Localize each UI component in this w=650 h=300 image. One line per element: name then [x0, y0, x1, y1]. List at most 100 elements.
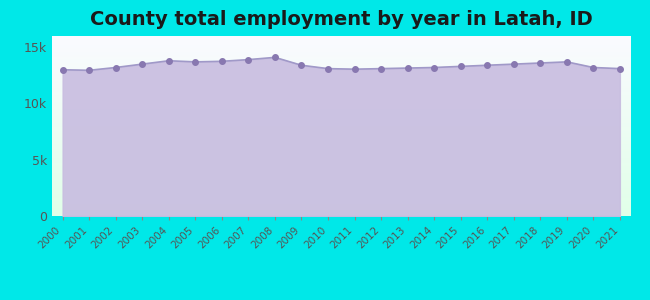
Bar — [52, 149, 630, 150]
Bar — [52, 184, 630, 185]
Bar — [52, 60, 630, 61]
Bar — [52, 55, 630, 56]
Bar — [52, 93, 630, 94]
Bar — [52, 192, 630, 193]
Bar — [52, 176, 630, 177]
Bar — [52, 137, 630, 138]
Bar — [52, 153, 630, 154]
Bar — [52, 43, 630, 44]
Bar — [52, 123, 630, 124]
Bar — [52, 178, 630, 179]
Bar — [52, 59, 630, 60]
Bar — [52, 86, 630, 87]
Bar — [52, 119, 630, 120]
Bar — [52, 92, 630, 93]
Bar — [52, 174, 630, 175]
Bar — [52, 165, 630, 166]
Bar — [52, 75, 630, 76]
Bar — [52, 64, 630, 65]
Bar — [52, 80, 630, 81]
Bar — [52, 167, 630, 168]
Bar — [52, 77, 630, 78]
Bar — [52, 202, 630, 203]
Bar — [52, 183, 630, 184]
Bar — [52, 141, 630, 142]
Bar — [52, 211, 630, 212]
Bar — [52, 49, 630, 50]
Bar — [52, 79, 630, 80]
Bar — [52, 172, 630, 173]
Bar — [52, 204, 630, 205]
Bar — [52, 84, 630, 85]
Bar — [52, 160, 630, 161]
Bar — [52, 82, 630, 83]
Bar — [52, 87, 630, 88]
Bar — [52, 70, 630, 71]
Bar — [52, 56, 630, 57]
Bar — [52, 126, 630, 127]
Bar — [52, 151, 630, 152]
Bar — [52, 140, 630, 141]
Bar — [52, 130, 630, 131]
Bar — [52, 118, 630, 119]
Bar — [52, 85, 630, 86]
Bar — [52, 196, 630, 197]
Bar — [52, 98, 630, 99]
Bar — [52, 186, 630, 187]
Bar — [52, 88, 630, 89]
Bar — [52, 109, 630, 110]
Bar — [52, 152, 630, 153]
Bar — [52, 53, 630, 54]
Bar — [52, 45, 630, 46]
Bar — [52, 158, 630, 159]
Bar — [52, 163, 630, 164]
Bar — [52, 190, 630, 191]
Bar — [52, 76, 630, 77]
Bar — [52, 52, 630, 53]
Bar — [52, 171, 630, 172]
Bar — [52, 58, 630, 59]
Bar — [52, 207, 630, 208]
Bar — [52, 203, 630, 204]
Bar — [52, 193, 630, 194]
Bar — [52, 124, 630, 125]
Bar — [52, 159, 630, 160]
Bar — [52, 146, 630, 147]
Bar — [52, 72, 630, 73]
Bar — [52, 206, 630, 207]
Bar — [52, 65, 630, 66]
Bar — [52, 202, 630, 203]
Bar — [52, 63, 630, 64]
Bar — [52, 89, 630, 90]
Bar — [52, 103, 630, 104]
Bar — [52, 110, 630, 111]
Bar — [52, 194, 630, 195]
Bar — [52, 97, 630, 98]
Bar — [52, 51, 630, 52]
Bar — [52, 168, 630, 169]
Bar — [52, 173, 630, 174]
Bar — [52, 136, 630, 137]
Bar — [52, 154, 630, 155]
Bar — [52, 188, 630, 189]
Bar — [52, 57, 630, 58]
Bar — [52, 162, 630, 163]
Bar — [52, 177, 630, 178]
Bar — [52, 81, 630, 82]
Bar — [52, 101, 630, 102]
Bar — [52, 199, 630, 200]
Bar — [52, 54, 630, 55]
Bar — [52, 42, 630, 43]
Bar — [52, 135, 630, 136]
Bar — [52, 132, 630, 133]
Bar — [52, 36, 630, 37]
Bar — [52, 68, 630, 69]
Bar — [52, 62, 630, 63]
Bar — [52, 145, 630, 146]
Bar — [52, 125, 630, 126]
Bar — [52, 105, 630, 106]
Bar — [52, 148, 630, 149]
Bar — [52, 144, 630, 145]
Bar — [52, 166, 630, 167]
Bar — [52, 61, 630, 62]
